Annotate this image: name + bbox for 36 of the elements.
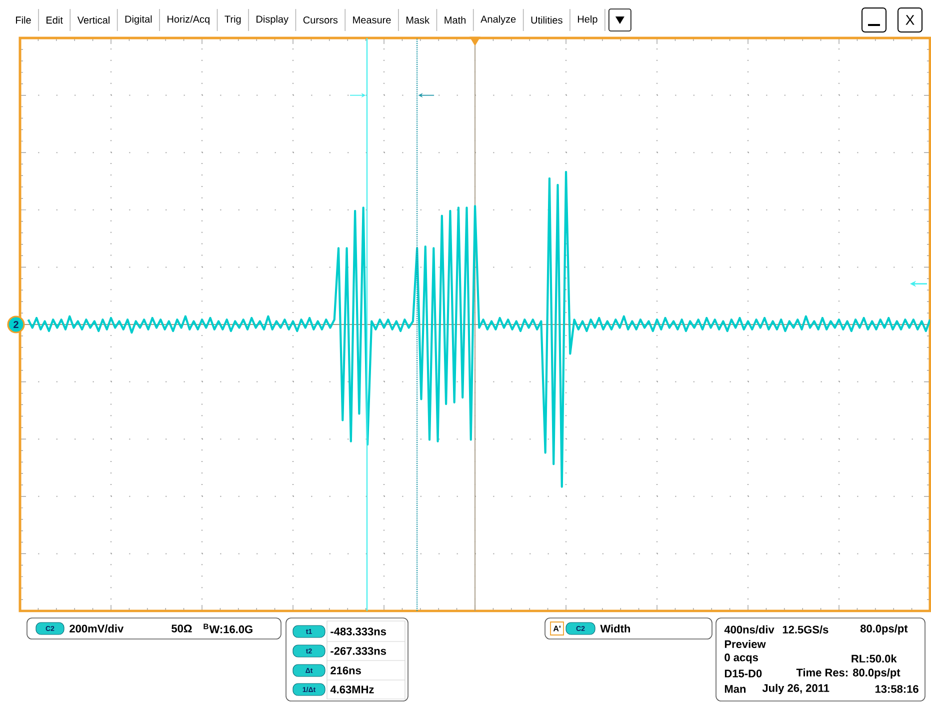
text: File <box>16 16 31 24</box>
text: 13:58:16 <box>875 685 918 693</box>
text: 80.0ps/pt <box>860 624 908 635</box>
text: Horiz/Acq <box>168 15 210 25</box>
text: -483.333ns <box>330 628 386 636</box>
text: Trig <box>224 15 241 25</box>
text: Preview <box>724 640 766 648</box>
text: X <box>906 15 914 25</box>
text: RL:50.0k <box>852 654 897 663</box>
text: -267.333ns <box>330 647 386 655</box>
text: Measure <box>353 16 391 24</box>
text: D15-D0 <box>724 670 762 678</box>
text: Digital <box>125 15 152 25</box>
text: Mask <box>406 16 430 24</box>
text: 12.5GS/s <box>782 625 828 634</box>
text: Utilities <box>531 16 562 24</box>
text: Math <box>444 16 466 24</box>
text: Cursors <box>303 16 338 24</box>
text: Time Res: 80.0ps/pt <box>796 668 900 679</box>
text: Man <box>724 685 746 693</box>
text: Width <box>600 624 630 633</box>
text: Help <box>578 15 598 25</box>
text: 400ns/div <box>724 625 774 634</box>
text: Edit <box>46 16 63 24</box>
text: Display <box>256 15 288 25</box>
text: 4.63MHz <box>330 686 374 694</box>
text: $^{B}$W:16.0G <box>204 624 252 634</box>
text: 2 <box>14 321 18 328</box>
text: July 26, 2011 <box>762 684 830 694</box>
text: 50Ω <box>172 624 192 632</box>
text: 216ns <box>330 666 361 674</box>
text: 0 acqs <box>724 654 758 664</box>
text: Analyze <box>480 15 516 25</box>
text: Vertical <box>77 16 110 24</box>
text: 200mV/div <box>70 624 124 633</box>
text: A' <box>553 626 560 632</box>
